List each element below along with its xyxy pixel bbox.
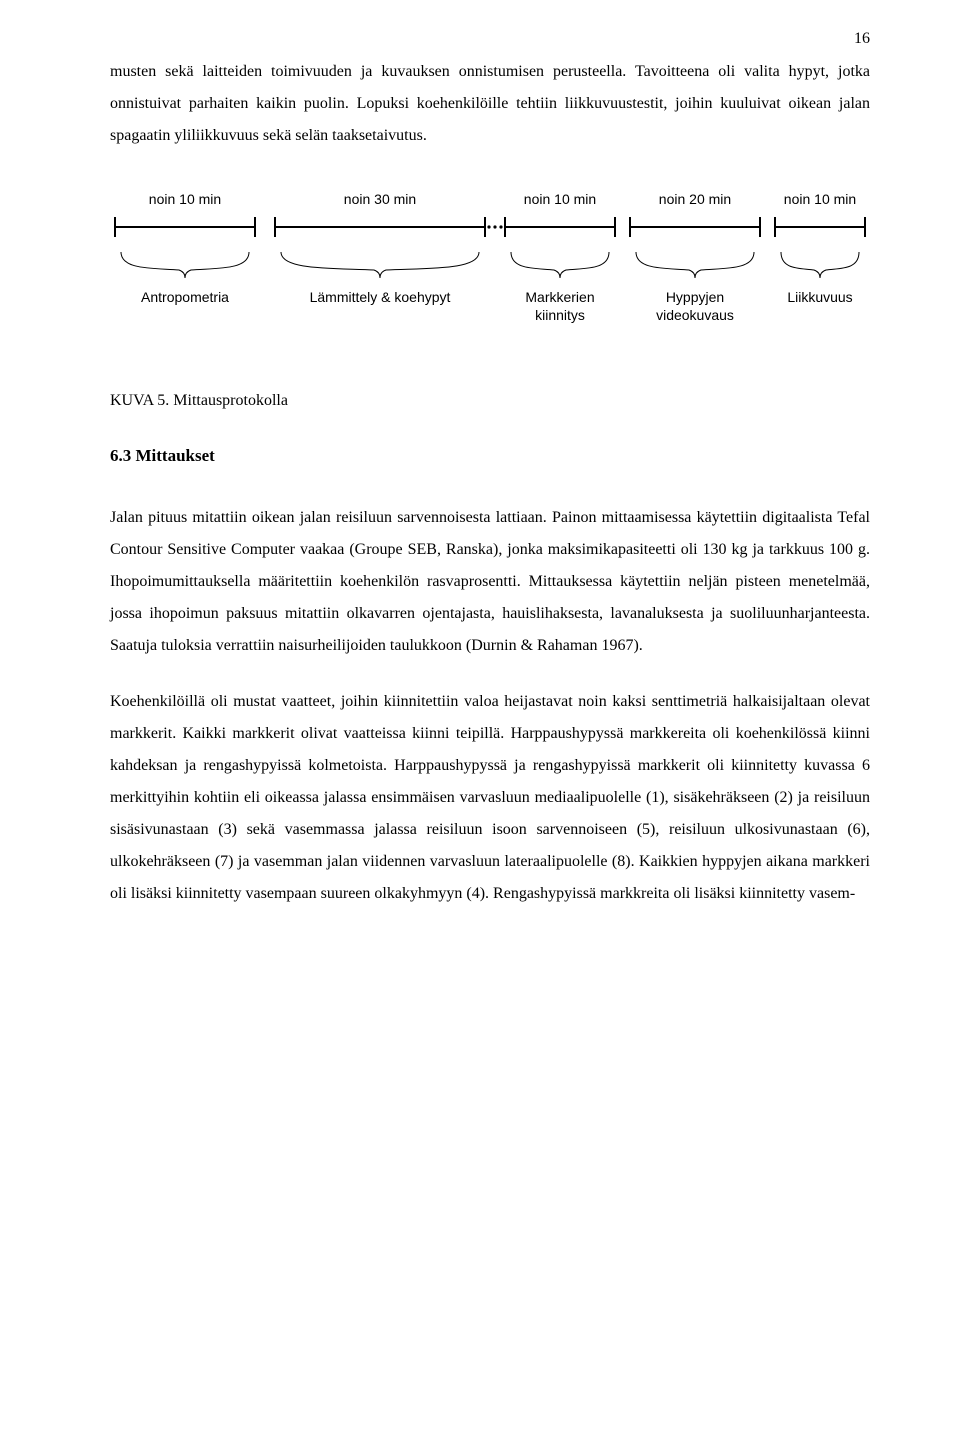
timeline-phase-label: Lämmittely & koehypyt [310,289,451,305]
timeline-time-label: noin 10 min [149,191,221,207]
timeline-phase-label: Antropometria [141,289,229,305]
timeline-time-label: noin 10 min [524,191,596,207]
timeline-phase-label: Markkerien [525,289,594,305]
section-heading: 6.3 Mittaukset [110,446,870,466]
timeline-time-label: noin 20 min [659,191,731,207]
figure-caption: KUVA 5. Mittausprotokolla [110,392,870,410]
timeline-svg: noin 10 min Antropometria noin 30 min Lämmi… [110,182,870,352]
page-number: 16 [854,30,870,48]
timeline-time-label: noin 30 min [344,191,416,207]
timeline-phase-label: Hyppyjen [666,289,724,305]
timeline-figure: noin 10 min Antropometria noin 30 min Lämmi… [110,182,870,352]
paragraph-3: Koehenkilöillä oli mustat vaatteet, joih… [110,686,870,910]
timeline-time-label: noin 10 min [784,191,856,207]
timeline-phase-label: videokuvaus [656,307,734,323]
timeline-phase-label: kiinnitys [535,307,585,323]
paragraph-2: Jalan pituus mitattiin oikean jalan reis… [110,502,870,662]
paragraph-1: musten sekä laitteiden toimivuuden ja ku… [110,56,870,152]
timeline-phase-label: Liikkuvuus [787,289,852,305]
page: 16 musten sekä laitteiden toimivuuden ja… [0,0,960,1444]
